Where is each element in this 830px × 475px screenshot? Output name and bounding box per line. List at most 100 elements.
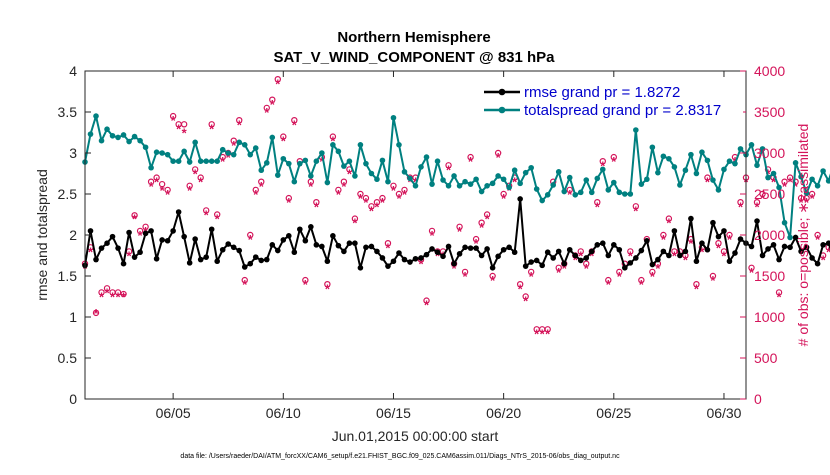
chart-title: Northern Hemisphere bbox=[337, 29, 490, 46]
obs-possible-point bbox=[379, 194, 386, 202]
totalspread-point bbox=[754, 162, 760, 169]
y-left-tick-label: 4 bbox=[69, 63, 77, 79]
rmse-point bbox=[820, 242, 826, 248]
totalspread-point bbox=[506, 184, 512, 191]
totalspread-point bbox=[666, 155, 672, 162]
obs-possible-point bbox=[775, 289, 783, 296]
obs-assimilated-point: * bbox=[369, 203, 375, 218]
obs-assimilated-point: * bbox=[226, 150, 232, 165]
obs-assimilated-point: * bbox=[88, 244, 94, 259]
obs-assimilated-point: * bbox=[237, 117, 243, 132]
totalspread-point bbox=[715, 187, 722, 193]
rmse-point bbox=[599, 240, 606, 246]
obs-assimilated-point: * bbox=[330, 134, 336, 149]
rmse-point bbox=[825, 240, 830, 246]
obs-possible-point bbox=[351, 215, 359, 222]
y-axis-label-left: rmse and totalspread bbox=[34, 169, 50, 301]
obs-possible-point bbox=[158, 180, 166, 188]
obs-possible-point bbox=[786, 174, 794, 181]
obs-assimilated-point: * bbox=[99, 290, 105, 305]
rmse-point bbox=[583, 255, 590, 261]
totalspread-point bbox=[120, 132, 127, 138]
obs-assimilated-point: * bbox=[650, 269, 656, 284]
rmse-point bbox=[126, 229, 132, 236]
rmse-point bbox=[330, 233, 336, 239]
obs-assimilated-point: * bbox=[127, 249, 133, 264]
obs-assimilated-point: * bbox=[374, 199, 380, 214]
obs-assimilated-point: * bbox=[699, 244, 705, 259]
totalspread-point bbox=[737, 146, 744, 152]
y-left-tick-label: 1 bbox=[69, 309, 77, 325]
obs-assimilated-point: * bbox=[468, 154, 474, 169]
rmse-point bbox=[759, 252, 766, 259]
rmse-point bbox=[710, 219, 716, 226]
totalspread-point bbox=[688, 151, 694, 158]
rmse-point bbox=[622, 265, 628, 271]
rmse-point bbox=[274, 247, 281, 254]
obs-possible-point bbox=[180, 121, 188, 128]
rmse-point bbox=[418, 255, 424, 261]
obs-possible-point bbox=[715, 239, 722, 247]
rmse-point bbox=[286, 233, 292, 239]
obs-assimilated-point: * bbox=[132, 212, 138, 227]
obs-possible-point bbox=[781, 178, 788, 185]
y-left-tick-label: 1.5 bbox=[58, 268, 78, 284]
totalspread-point bbox=[429, 181, 435, 187]
totalspread-point bbox=[528, 164, 534, 171]
obs-possible-point bbox=[704, 174, 711, 181]
totalspread-point bbox=[522, 169, 529, 176]
totalspread-point bbox=[396, 142, 402, 148]
obs-assimilated-point: * bbox=[259, 179, 265, 194]
obs-possible-point bbox=[329, 133, 337, 140]
totalspread-point bbox=[710, 177, 716, 183]
obs-assimilated-point: * bbox=[358, 191, 364, 206]
x-tick-label: 06/20 bbox=[486, 405, 521, 421]
obs-possible-point bbox=[610, 153, 618, 161]
totalspread-point bbox=[770, 170, 777, 177]
totalspread-point bbox=[401, 169, 408, 175]
rmse-point bbox=[748, 243, 755, 250]
totalspread-point bbox=[627, 191, 634, 197]
rmse-point bbox=[352, 240, 358, 246]
obs-assimilated-point: * bbox=[617, 269, 623, 284]
rmse-point bbox=[120, 260, 127, 267]
totalspread-point bbox=[561, 188, 568, 195]
obs-assimilated-point: * bbox=[424, 298, 430, 313]
totalspread-point bbox=[302, 157, 309, 164]
obs-assimilated-point: * bbox=[793, 179, 799, 194]
rmse-point bbox=[186, 260, 193, 266]
rmse-point bbox=[693, 258, 700, 265]
obs-possible-point bbox=[340, 178, 348, 185]
obs-assimilated-point: * bbox=[766, 167, 772, 182]
totalspread-point bbox=[622, 191, 628, 197]
totalspread-point bbox=[247, 151, 254, 158]
obs-assimilated-point: * bbox=[611, 154, 617, 169]
rmse-point bbox=[539, 262, 545, 269]
totalspread-point bbox=[473, 176, 479, 183]
rmse-point bbox=[269, 242, 276, 248]
rmse-point bbox=[715, 233, 722, 240]
y-right-tick-label: 4000 bbox=[754, 63, 785, 79]
rmse-point bbox=[682, 248, 689, 255]
rmse-point bbox=[737, 236, 744, 242]
totalspread-point bbox=[594, 175, 601, 182]
totalspread-point bbox=[682, 167, 689, 174]
rmse-point bbox=[638, 247, 645, 254]
totalspread-point bbox=[451, 173, 457, 179]
obs-possible-point bbox=[472, 235, 480, 243]
rmse-point bbox=[726, 258, 733, 265]
rmse-point bbox=[247, 260, 254, 267]
totalspread-point bbox=[274, 172, 281, 178]
rmse-point bbox=[181, 233, 187, 240]
rmse-point bbox=[566, 246, 573, 253]
obs-possible-point bbox=[632, 203, 640, 210]
totalspread-point bbox=[109, 132, 116, 139]
obs-assimilated-point: * bbox=[171, 113, 177, 128]
plot-area bbox=[85, 71, 746, 399]
rmse-point bbox=[412, 255, 419, 262]
obs-possible-point bbox=[395, 190, 403, 198]
y-right-tick-label: 1500 bbox=[754, 268, 785, 284]
totalspread-point bbox=[170, 158, 176, 164]
totalspread-point bbox=[649, 144, 656, 151]
rmse-point bbox=[462, 244, 468, 251]
